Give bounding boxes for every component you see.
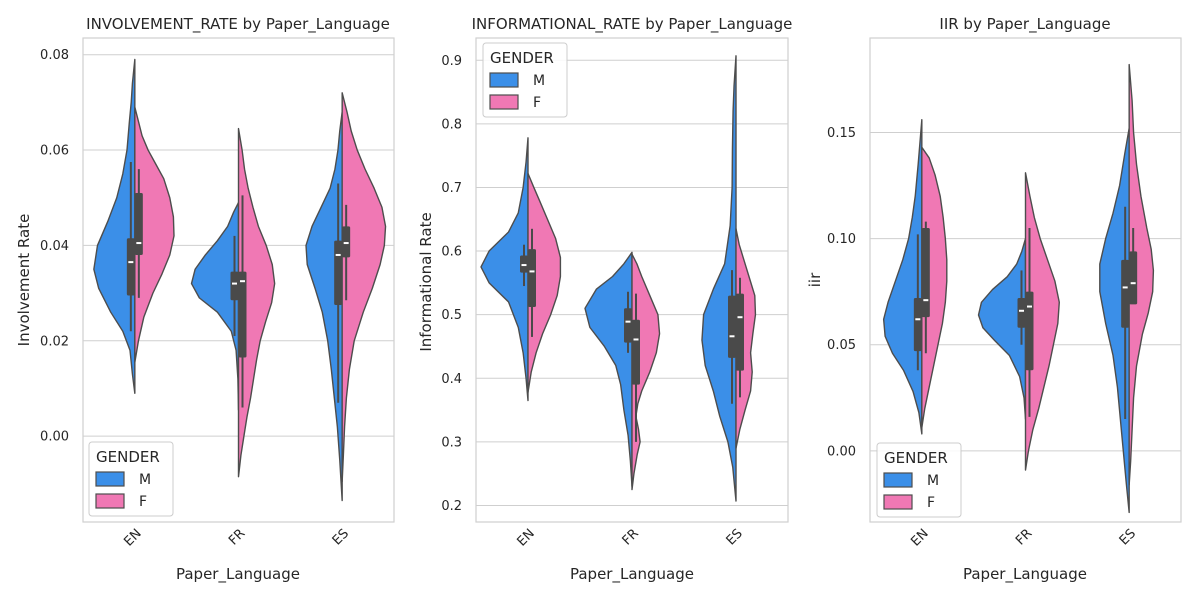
legend: GENDER MF xyxy=(876,442,962,518)
legend-swatch-m xyxy=(883,472,913,488)
x-tick-label: EN xyxy=(121,526,144,549)
y-tick-label: 0.8 xyxy=(441,117,462,132)
x-tick-label: EN xyxy=(908,526,931,549)
y-tick-label: 0.02 xyxy=(40,334,69,349)
x-tick-label: EN xyxy=(515,526,538,549)
box-iqr xyxy=(230,271,239,301)
violin-f-fr xyxy=(631,253,661,491)
legend-entry-f: F xyxy=(533,95,541,111)
box-iqr xyxy=(238,271,247,358)
legend-swatch-m xyxy=(489,72,519,88)
chart-title: IIR by Paper_Language xyxy=(939,15,1110,34)
y-tick-label: 0.15 xyxy=(827,126,856,141)
legend-swatch-f xyxy=(883,494,913,510)
violin-f-es xyxy=(341,92,387,483)
y-tick-label: 0.2 xyxy=(441,499,462,514)
panel-iir: 0.00 0.05 0.10 0.15 EN FR ES GENDER MF IIR by Pa… xyxy=(806,15,1182,584)
legend-swatch-f xyxy=(95,493,125,509)
box-iqr xyxy=(913,298,922,352)
box-iqr xyxy=(1017,298,1026,328)
box-iqr xyxy=(624,308,632,343)
x-axis-label: Paper_Language xyxy=(963,565,1087,584)
y-tick-label: 0.08 xyxy=(40,48,69,63)
legend-title: GENDER xyxy=(490,49,554,67)
y-tick-label: 0.5 xyxy=(441,308,462,323)
violin-f-fr xyxy=(237,127,276,478)
legend-entry-m: M xyxy=(533,73,545,89)
panel-informational-rate: 0.2 0.3 0.4 0.5 0.6 0.7 0.8 0.9 EN FR ES GENDER MF I… xyxy=(417,15,792,584)
plot-area: 0.00 0.05 0.10 0.15 EN FR ES GENDER MF xyxy=(827,37,1182,550)
box-iqr xyxy=(1025,291,1034,371)
violin-f-en xyxy=(921,146,948,429)
legend-title: GENDER xyxy=(884,449,948,467)
y-tick-label: 0.00 xyxy=(40,430,69,445)
violin-m-es xyxy=(305,111,343,502)
violin-m-es xyxy=(1099,127,1130,514)
y-tick-label: 0.06 xyxy=(40,144,69,159)
y-tick-label: 0.7 xyxy=(441,181,462,196)
x-tick-label: ES xyxy=(330,526,352,548)
violin-m-fr xyxy=(584,251,633,488)
y-tick-label: 0.00 xyxy=(827,444,856,459)
box-iqr xyxy=(921,227,930,318)
legend-swatch-f xyxy=(489,94,519,110)
box-iqr xyxy=(728,295,736,358)
box-iqr xyxy=(632,319,640,385)
y-tick-label: 0.6 xyxy=(441,245,462,260)
violin-m-fr xyxy=(977,237,1027,420)
legend-swatch-m xyxy=(95,471,125,487)
box-iqr xyxy=(736,293,744,371)
box-iqr xyxy=(1121,259,1130,328)
legend-entry-m: M xyxy=(139,472,151,488)
axes-frame xyxy=(475,37,789,523)
x-tick-label: ES xyxy=(724,526,746,548)
chart-title: INVOLVEMENT_RATE by Paper_Language xyxy=(86,15,390,34)
violin-m-fr xyxy=(190,201,240,411)
x-axis-label: Paper_Language xyxy=(570,565,694,584)
axes-frame xyxy=(82,37,395,523)
box-iqr xyxy=(528,249,536,308)
x-axis-label: Paper_Language xyxy=(176,565,300,584)
y-axis-label: Informational Rate xyxy=(417,212,435,351)
y-tick-label: 0.3 xyxy=(441,435,462,450)
violin-f-es xyxy=(1128,63,1155,486)
legend: GENDER MF xyxy=(88,441,174,517)
axes-frame xyxy=(869,37,1182,523)
y-axis-label: Involvement Rate xyxy=(15,214,33,347)
chart-title: INFORMATIONAL_RATE by Paper_Language xyxy=(472,15,793,34)
x-tick-label: FR xyxy=(226,526,248,548)
panel-involvement-rate: 0.00 0.02 0.04 0.06 0.08 EN FR ES GENDER MF INVOL… xyxy=(15,15,395,584)
y-tick-label: 0.10 xyxy=(827,232,856,247)
x-tick-label: FR xyxy=(620,526,642,548)
box-iqr xyxy=(1129,251,1138,305)
plot-area: 0.00 0.02 0.04 0.06 0.08 EN FR ES GENDER MF xyxy=(40,37,395,550)
violin-m-en xyxy=(882,119,923,435)
box-iqr xyxy=(126,238,135,296)
y-axis-label: iir xyxy=(806,272,824,287)
box-iqr xyxy=(334,240,343,306)
legend-entry-m: M xyxy=(927,473,939,489)
legend: GENDER MF xyxy=(482,42,568,118)
legend-entry-f: F xyxy=(927,495,935,511)
box-iqr xyxy=(342,226,351,258)
violin-f-en xyxy=(134,106,175,363)
y-tick-label: 0.05 xyxy=(827,338,856,353)
plot-area: 0.2 0.3 0.4 0.5 0.6 0.7 0.8 0.9 EN FR ES GENDER MF xyxy=(441,37,789,550)
y-tick-label: 0.04 xyxy=(40,239,69,254)
legend-title: GENDER xyxy=(96,448,160,466)
y-tick-label: 0.4 xyxy=(441,372,462,387)
violin-m-en xyxy=(93,58,136,394)
legend-entry-f: F xyxy=(139,494,147,510)
violin-f-fr xyxy=(1024,172,1060,471)
violin-f-en xyxy=(527,172,562,393)
violin-m-en xyxy=(480,137,529,402)
x-tick-label: FR xyxy=(1013,526,1035,548)
box-iqr xyxy=(134,192,143,255)
y-tick-label: 0.9 xyxy=(441,54,462,69)
violin-m-es xyxy=(701,55,737,502)
x-tick-label: ES xyxy=(1117,526,1139,548)
